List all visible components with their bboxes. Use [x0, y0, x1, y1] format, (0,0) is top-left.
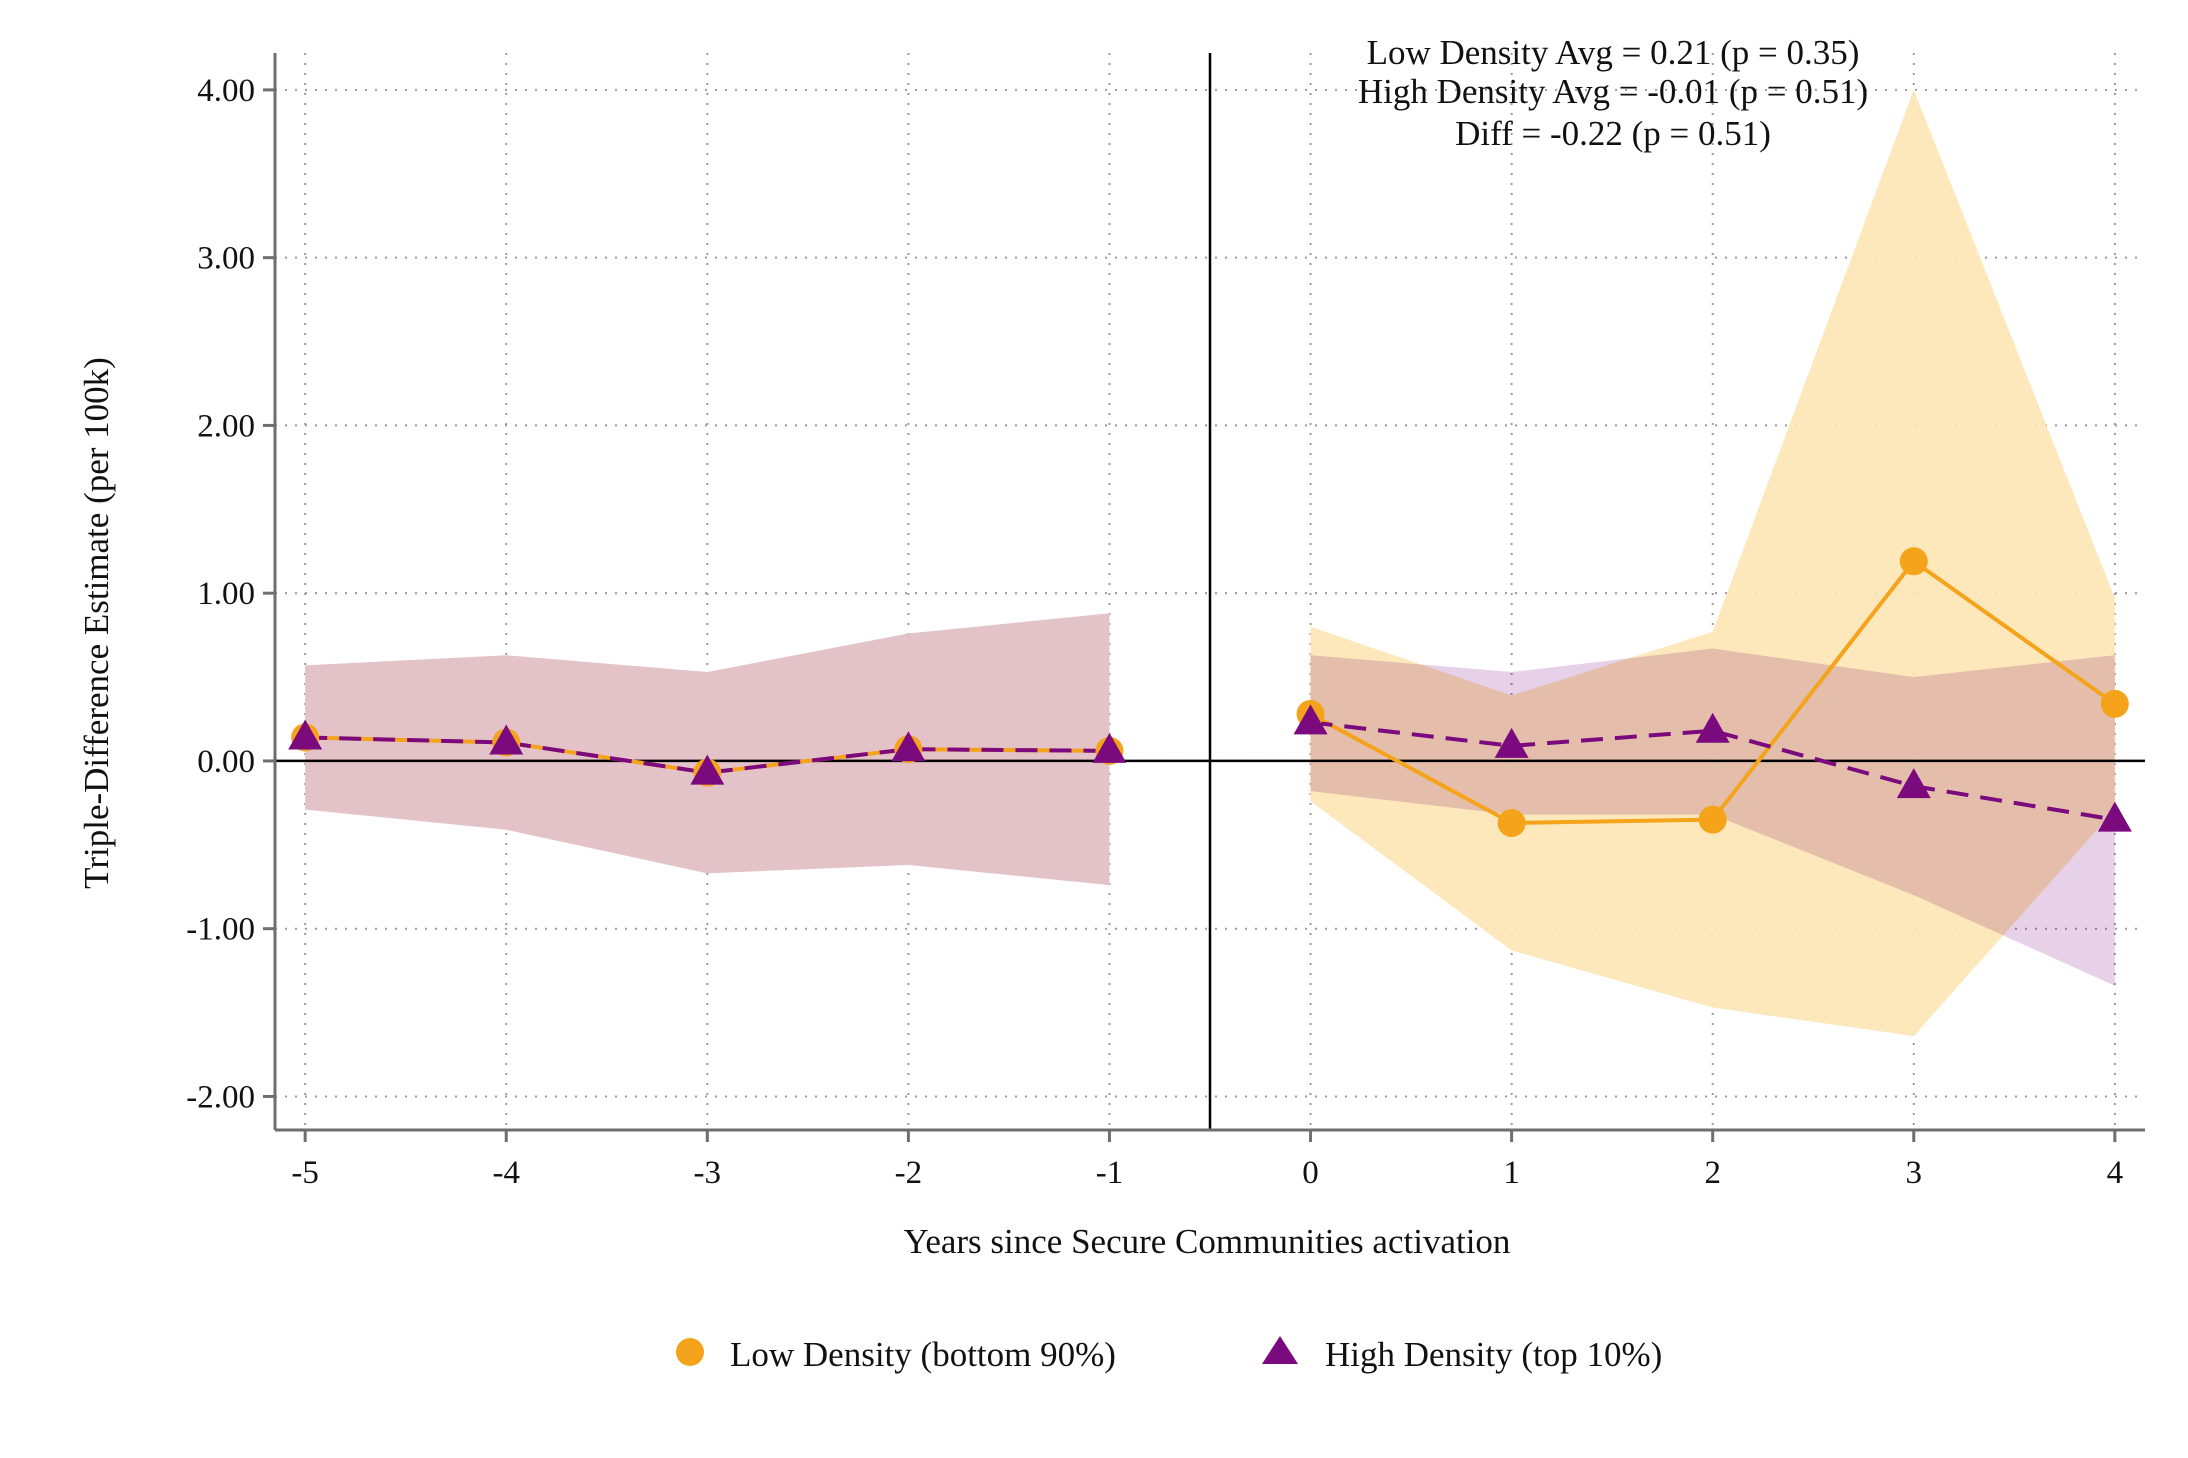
high-density-point-4: [1092, 732, 1127, 763]
high-density-point-5: [1293, 704, 1328, 735]
y-tick-label-5: 3.00: [197, 241, 255, 277]
legend-low-density-label: Low Density (bottom 90%): [730, 1335, 1116, 1374]
annotation-diff: Diff = -0.22 (p = 0.51): [1455, 114, 1771, 153]
low-density-point-9: [2100, 689, 2129, 718]
high-density-point-1: [489, 724, 524, 755]
low-density-point-6: [1497, 809, 1526, 838]
high-density-line-post: [1310, 720, 2116, 822]
annotation-low-density-avg: Low Density Avg = 0.21 (p = 0.35): [1367, 33, 1860, 72]
annotation-high-density-avg: High Density Avg = -0.01 (p = 0.51): [1358, 72, 1868, 111]
high-density-point-9: [2097, 801, 2132, 832]
legend-high-density-marker: [1262, 1336, 1298, 1364]
y-tick-label-1: -1.00: [186, 912, 255, 948]
x-tick-label-9: 4: [2107, 1155, 2124, 1191]
x-tick-label-7: 2: [1704, 1155, 1721, 1191]
y-axis-title: Triple-Difference Estimate (per 100k): [77, 357, 116, 889]
x-tick-label-5: 0: [1302, 1155, 1319, 1191]
x-tick-label-6: 1: [1503, 1155, 1520, 1191]
x-tick-label-4: -1: [1096, 1155, 1124, 1191]
high-density-point-3: [891, 731, 926, 762]
annotation-block: Low Density Avg = 0.21 (p = 0.35) High D…: [1358, 33, 1868, 153]
x-tick-label-8: 3: [1906, 1155, 1923, 1191]
legend-high-density-label: High Density (top 10%): [1325, 1335, 1662, 1374]
x-tick-label-0: -5: [291, 1155, 319, 1191]
axes: -2.00 -1.00 0.00 1.00 2.00 3.00 4.00 -5 -4 -3 -2 -1…: [186, 53, 2145, 1191]
x-tick-label-1: -4: [492, 1155, 520, 1191]
low-density-point-8: [1899, 547, 1928, 576]
y-tick-label-4: 2.00: [197, 408, 255, 444]
series-markers: [288, 547, 2132, 838]
high-density-point-2: [690, 754, 725, 785]
y-tick-label-6: 4.00: [197, 73, 255, 109]
y-tick-label-0: -2.00: [186, 1079, 255, 1115]
y-tick-label-3: 1.00: [197, 576, 255, 612]
ci-band-pre-period: [305, 613, 1110, 886]
high-density-point-6: [1494, 727, 1529, 758]
x-tick-label-3: -2: [895, 1155, 923, 1191]
y-tick-label-2: 0.00: [197, 744, 255, 780]
legend: Low Density (bottom 90%) High Density (t…: [676, 1335, 1662, 1374]
high-density-point-0: [288, 719, 323, 750]
high-density-point-7: [1695, 712, 1730, 743]
reference-lines: [275, 53, 2145, 1130]
low-density-point-7: [1698, 805, 1727, 834]
x-tick-label-2: -3: [694, 1155, 722, 1191]
confidence-bands: [305, 89, 2115, 1037]
legend-low-density-marker: [676, 1338, 704, 1366]
high-density-point-8: [1896, 768, 1931, 799]
x-axis-title: Years since Secure Communities activatio…: [904, 1222, 1511, 1261]
